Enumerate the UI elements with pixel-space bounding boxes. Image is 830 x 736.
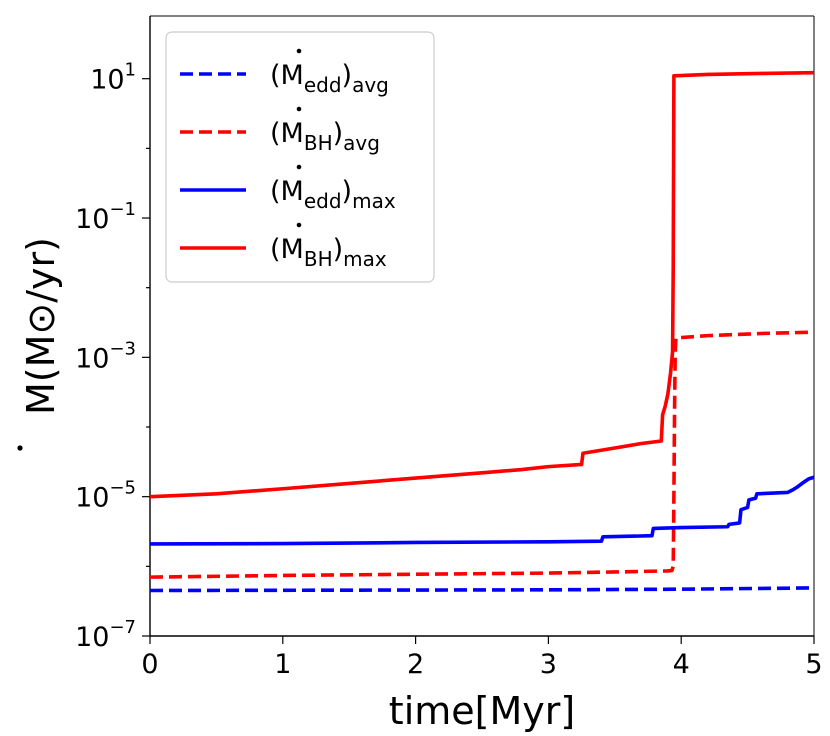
y-tick-label: 10−1 (75, 199, 136, 235)
series-line-MBH_max (149, 70, 815, 499)
y-tick-base: 10 (75, 622, 109, 653)
y-axis-label-dot (17, 445, 23, 451)
series-line-Medd_max (149, 475, 815, 546)
legend-label-part: BH (304, 247, 333, 271)
legend-label-part: BH (304, 131, 333, 155)
legend-dot-Medd_max (296, 164, 302, 170)
x-axis: 0 1 2 3 4 5 (141, 636, 823, 680)
legend-label-part: ) (342, 60, 353, 91)
y-tick-base: 10 (75, 204, 109, 235)
legend-label-MBH_avg: (MBH)avg (270, 118, 380, 155)
legend-label-part: avg (352, 73, 389, 97)
y-tick-base: 10 (90, 65, 124, 96)
y-tick-exponent: −1 (109, 199, 136, 220)
legend-box (165, 31, 435, 283)
y-tick-exponent: −5 (109, 478, 136, 499)
x-tick-label: 5 (805, 649, 822, 680)
series-line-Medd_avg (149, 586, 815, 593)
legend-label-part: ( (270, 118, 281, 149)
x-tick-label: 0 (141, 649, 158, 680)
legend-label-part: M (281, 234, 304, 265)
legend-label-part: max (352, 189, 396, 213)
y-tick-label: 10−3 (75, 338, 136, 374)
legend-dot-MBH_max (296, 222, 302, 228)
legend-dot-MBH_avg (296, 106, 302, 112)
y-tick-exponent: −7 (109, 617, 136, 638)
legend-label-part: ) (333, 118, 344, 149)
legend-label-part: M (281, 176, 304, 207)
series-layer (149, 70, 815, 593)
legend-label-part: avg (343, 131, 380, 155)
legend-label-part: ) (342, 176, 353, 207)
y-axis-label-text: M(M⊙/yr) (19, 237, 63, 415)
y-tick-base: 10 (75, 343, 109, 374)
x-tick-label: 1 (274, 649, 291, 680)
y-tick-exponent: −3 (109, 338, 136, 359)
legend-label-Medd_avg: (Medd)avg (270, 60, 389, 97)
legend-dot-Medd_avg (296, 48, 302, 54)
y-tick-label: 101 (90, 60, 136, 96)
legend-label-part: ) (333, 234, 344, 265)
series-line-MBH_avg (149, 330, 815, 579)
legend-label-part: M (281, 118, 304, 149)
legend-label-part: edd (304, 73, 342, 97)
legend-label-part: ( (270, 176, 281, 207)
legend-label-MBH_max: (MBH)max (270, 234, 387, 271)
legend-label-part: edd (304, 189, 342, 213)
y-axis-label: M(M⊙/yr) (17, 237, 63, 451)
legend-label-Medd_max: (Medd)max (270, 176, 396, 213)
y-tick-base: 10 (75, 483, 109, 514)
x-axis-label: time[Myr] (389, 689, 575, 733)
y-tick-exponent: 1 (125, 60, 136, 81)
x-tick-label: 3 (540, 649, 557, 680)
legend: (Medd)avg(MBH)avg(Medd)max(MBH)max (165, 31, 435, 283)
legend-label-part: ( (270, 60, 281, 91)
y-tick-label: 10−7 (75, 617, 136, 653)
y-tick-label: 10−5 (75, 478, 136, 514)
x-tick-label: 2 (407, 649, 424, 680)
legend-label-part: ( (270, 234, 281, 265)
x-tick-label: 4 (673, 649, 690, 680)
legend-label-part: max (343, 247, 387, 271)
legend-label-part: M (281, 60, 304, 91)
